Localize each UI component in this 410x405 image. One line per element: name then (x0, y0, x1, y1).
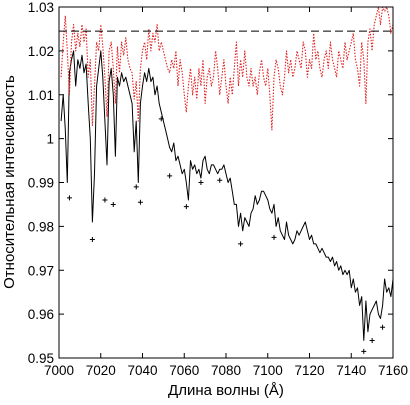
data-point-marker (369, 337, 375, 343)
y-tick-label: 0.97 (28, 263, 54, 278)
x-tick-label: 7060 (169, 363, 199, 378)
y-tick-label: 0.99 (28, 176, 54, 191)
x-tick-label: 7080 (211, 363, 241, 378)
data-point-marker (183, 204, 189, 210)
x-axis-label: Длина волны (Å) (168, 382, 284, 399)
data-point-marker (361, 348, 367, 354)
x-tick-label: 7120 (294, 363, 324, 378)
y-tick-label: 0.98 (28, 219, 54, 234)
tick-layer (58, 6, 394, 359)
y-tick-label: 1.02 (28, 44, 54, 59)
y-tick-label: 0.95 (28, 351, 54, 366)
dotted-spectrum-line (60, 7, 393, 131)
marker-series (66, 116, 386, 354)
data-point-marker (137, 199, 143, 205)
data-point-marker (89, 237, 95, 243)
x-tick-label: 7140 (336, 363, 366, 378)
data-point-marker (133, 184, 139, 190)
data-point-marker (271, 234, 277, 240)
data-point-marker (238, 241, 244, 247)
x-tick-label: 7000 (44, 363, 74, 378)
data-point-marker (198, 180, 204, 185)
data-point-marker (102, 197, 108, 203)
data-point-marker (66, 195, 72, 201)
data-point-marker (158, 116, 164, 122)
x-tick-label: 7020 (86, 363, 116, 378)
x-tick-label: 7040 (127, 363, 157, 378)
solid-spectrum-line (60, 50, 393, 341)
data-point-marker (167, 173, 173, 179)
y-axis-label: Относительная интенсивность (1, 75, 18, 289)
x-tick-label: 7160 (378, 363, 408, 378)
tick-label-layer: 7000 7020 7040 7060 7080 7100 7120 7140 7160 0.95… (28, 0, 408, 378)
y-tick-label: 1.01 (28, 88, 54, 103)
data-point-marker (110, 201, 116, 207)
series-layer (60, 7, 393, 354)
y-tick-label: 0.96 (28, 307, 54, 322)
x-tick-label: 7100 (253, 363, 283, 378)
y-tick-label: 1.03 (28, 0, 54, 15)
y-tick-label: 1 (46, 132, 54, 147)
data-point-marker (217, 177, 223, 183)
data-point-marker (380, 324, 386, 330)
